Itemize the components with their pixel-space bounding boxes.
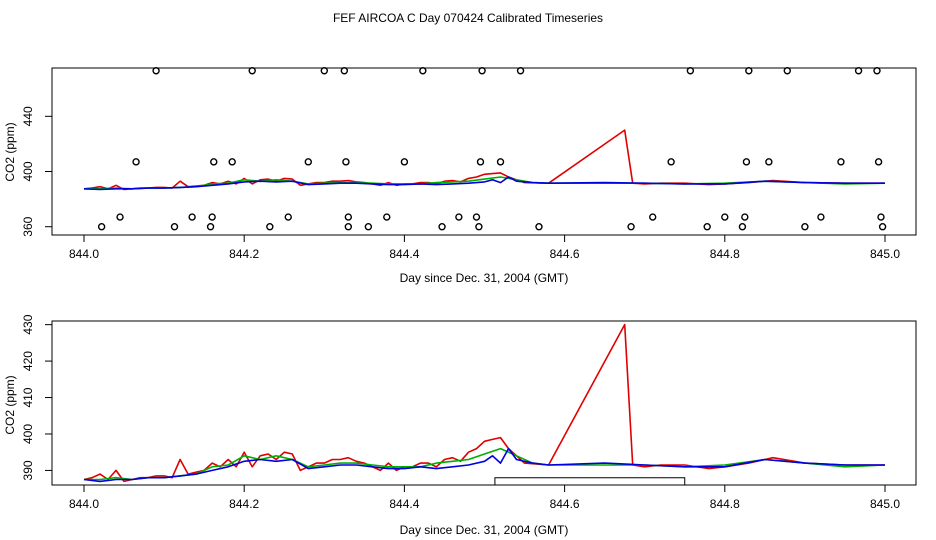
top-marker-circle (878, 223, 887, 231)
bottom-x-axis: 844.0 844.2 844.4 844.6 844.8 845.0 (69, 485, 900, 511)
top-marker-circle (364, 223, 373, 231)
top-series-group (83, 129, 886, 191)
top-marker-circle (455, 213, 463, 221)
top-series-blue-line (83, 176, 885, 191)
bottom-y-tick-label: 430 (21, 314, 35, 334)
top-panel: 360 400 440 844.0 844.2 844.4 844.6 844.8 845.0… (3, 67, 917, 285)
top-marker-circle (383, 213, 391, 221)
top-marker-circle (344, 223, 353, 231)
top-y-tick-label: 360 (21, 216, 35, 236)
top-marker-circle (206, 223, 215, 231)
top-marker-circle (248, 67, 256, 75)
bottom-series-green-line (84, 447, 886, 481)
top-marker-circle (649, 213, 657, 221)
top-marker-circle (400, 158, 409, 166)
top-marker-circle (419, 67, 427, 75)
top-marker-circle (340, 67, 349, 75)
top-marker-circle (476, 158, 485, 166)
top-marker-circle (438, 223, 446, 231)
top-marker-circle (152, 67, 160, 75)
top-marker-circle (837, 158, 845, 166)
bottom-y-tick-label: 400 (21, 424, 35, 444)
top-x-axis-label: Day since Dec. 31, 2004 (GMT) (400, 271, 569, 285)
top-markers-group (97, 67, 887, 231)
bottom-y-tick-label: 390 (21, 460, 35, 480)
top-x-tick-label: 844.2 (229, 247, 259, 261)
top-y-tick-label: 400 (21, 161, 35, 181)
top-marker-circle (765, 158, 773, 166)
bottom-series-red-line (83, 323, 885, 483)
top-marker-circle (496, 158, 505, 166)
top-series-green-line (84, 176, 886, 190)
top-marker-circle (873, 67, 881, 75)
top-marker-circle (817, 213, 825, 221)
top-x-axis: 844.0 844.2 844.4 844.6 844.8 845.0 (69, 235, 900, 261)
top-marker-circle (874, 158, 883, 166)
top-marker-circle (516, 67, 525, 75)
top-marker-circle (132, 158, 140, 166)
top-plot-frame (51, 67, 917, 236)
top-marker-circle (116, 213, 124, 221)
bottom-bracket (494, 477, 686, 485)
top-marker-circle (472, 213, 481, 221)
top-marker-circle (475, 223, 483, 231)
top-marker-circle (627, 223, 635, 231)
top-marker-circle (97, 223, 106, 231)
top-marker-circle (228, 158, 236, 166)
top-marker-circle (344, 213, 353, 221)
top-marker-circle (738, 223, 747, 231)
bottom-x-tick-label: 844.4 (389, 497, 419, 511)
top-marker-circle (703, 223, 711, 231)
top-marker-circle (210, 158, 218, 166)
top-marker-circle (188, 213, 196, 221)
top-x-tick-label: 845.0 (870, 247, 900, 261)
bottom-series-group (83, 323, 886, 483)
top-marker-circle (877, 213, 885, 221)
bottom-x-tick-label: 845.0 (870, 497, 900, 511)
top-x-tick-label: 844.0 (69, 247, 99, 261)
top-marker-circle (686, 67, 695, 75)
top-x-tick-label: 844.6 (550, 247, 580, 261)
top-x-tick-label: 844.4 (389, 247, 419, 261)
top-marker-circle (745, 67, 753, 75)
top-marker-circle (667, 158, 675, 166)
top-marker-circle (266, 223, 274, 231)
top-marker-circle (170, 223, 179, 231)
top-marker-circle (342, 158, 350, 166)
bottom-x-axis-label: Day since Dec. 31, 2004 (GMT) (400, 523, 569, 537)
top-marker-circle (208, 213, 216, 221)
top-marker-circle (304, 158, 312, 166)
top-marker-circle (535, 223, 543, 231)
top-x-tick-label: 844.8 (710, 247, 740, 261)
top-y-axis: 360 400 440 (21, 106, 52, 237)
bottom-y-axis: 390 400 410 420 430 (21, 314, 52, 480)
top-y-axis-label: CO2 (ppm) (3, 122, 17, 181)
top-marker-circle (854, 67, 863, 75)
bottom-plot-frame (51, 320, 917, 486)
bottom-series-blue-line (83, 447, 885, 483)
top-marker-circle (742, 158, 751, 166)
bottom-x-tick-label: 844.0 (69, 497, 99, 511)
top-marker-circle (783, 67, 791, 75)
top-marker-circle (478, 67, 486, 75)
bottom-y-tick-label: 420 (21, 351, 35, 371)
top-marker-circle (721, 213, 729, 221)
bottom-annotations-group (494, 477, 686, 485)
bottom-y-axis-label: CO2 (ppm) (3, 375, 17, 434)
top-marker-circle (284, 213, 292, 221)
bottom-y-tick-label: 410 (21, 387, 35, 407)
figure-title: FEF AIRCOA C Day 070424 Calibrated Times… (333, 11, 603, 25)
top-marker-circle (801, 223, 809, 231)
bottom-x-tick-label: 844.2 (229, 497, 259, 511)
top-y-tick-label: 440 (21, 106, 35, 126)
top-marker-circle (741, 213, 749, 221)
top-marker-circle (320, 67, 328, 75)
bottom-x-tick-label: 844.6 (550, 497, 580, 511)
bottom-x-tick-label: 844.8 (710, 497, 740, 511)
